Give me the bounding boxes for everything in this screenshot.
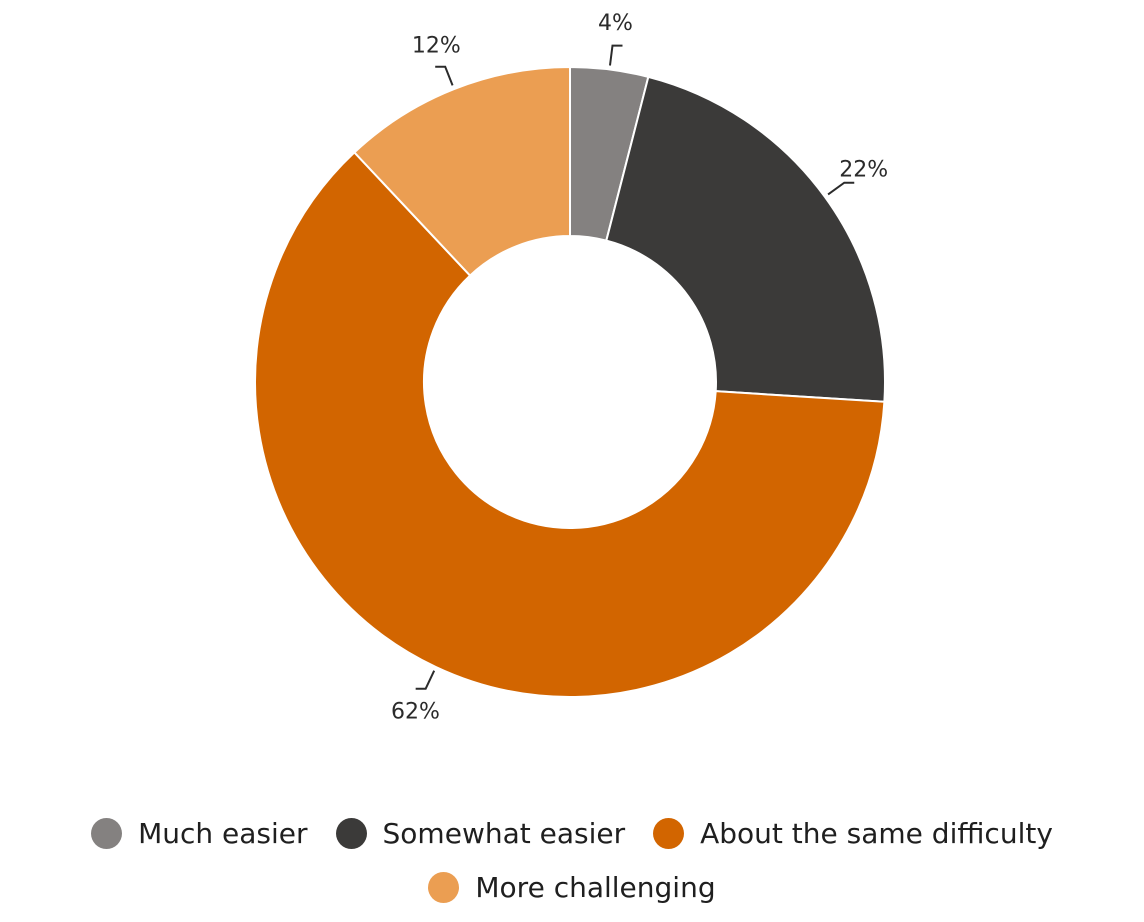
data-labels: 4% 22% 62% 12% bbox=[391, 11, 888, 725]
leader-line-somewhat-easier bbox=[827, 181, 855, 196]
legend: Much easier Somewhat easier About the sa… bbox=[0, 806, 1144, 914]
slice-about-the-same-difficulty bbox=[254, 150, 886, 698]
legend-item-more-challenging: More challenging bbox=[428, 870, 716, 904]
legend-swatch-much-easier bbox=[91, 817, 123, 849]
slice-somewhat-easier bbox=[605, 75, 886, 403]
legend-label: Somewhat easier bbox=[382, 816, 626, 850]
legend-item-somewhat-easier: Somewhat easier bbox=[335, 816, 626, 850]
legend-swatch-more-challenging bbox=[428, 871, 460, 903]
legend-item-about-the-same: About the same difficulty bbox=[653, 817, 1053, 850]
legend-item-much-easier: Much easier bbox=[91, 816, 308, 850]
data-label-more-challenging: 12% bbox=[412, 33, 461, 58]
slice-more-challenging bbox=[352, 65, 571, 277]
label-leader-lines bbox=[415, 44, 855, 690]
legend-label: More challenging bbox=[475, 870, 716, 904]
leader-line-about-the-same-difficulty bbox=[415, 670, 436, 690]
legend-row-2: More challenging bbox=[0, 860, 1144, 914]
leader-line-much-easier bbox=[608, 44, 623, 66]
leader-line-more-challenging bbox=[435, 65, 454, 86]
data-label-about-the-same-difficulty: 62% bbox=[391, 699, 440, 724]
data-label-somewhat-easier: 22% bbox=[839, 158, 888, 183]
legend-swatch-about-the-same bbox=[653, 817, 685, 849]
legend-label: Much easier bbox=[138, 816, 308, 850]
data-label-much-easier: 4% bbox=[598, 11, 633, 36]
legend-row-1: Much easier Somewhat easier About the sa… bbox=[0, 806, 1144, 860]
legend-swatch-somewhat-easier bbox=[335, 817, 367, 849]
donut-slices bbox=[254, 65, 886, 698]
legend-label: About the same difficulty bbox=[700, 816, 1053, 850]
